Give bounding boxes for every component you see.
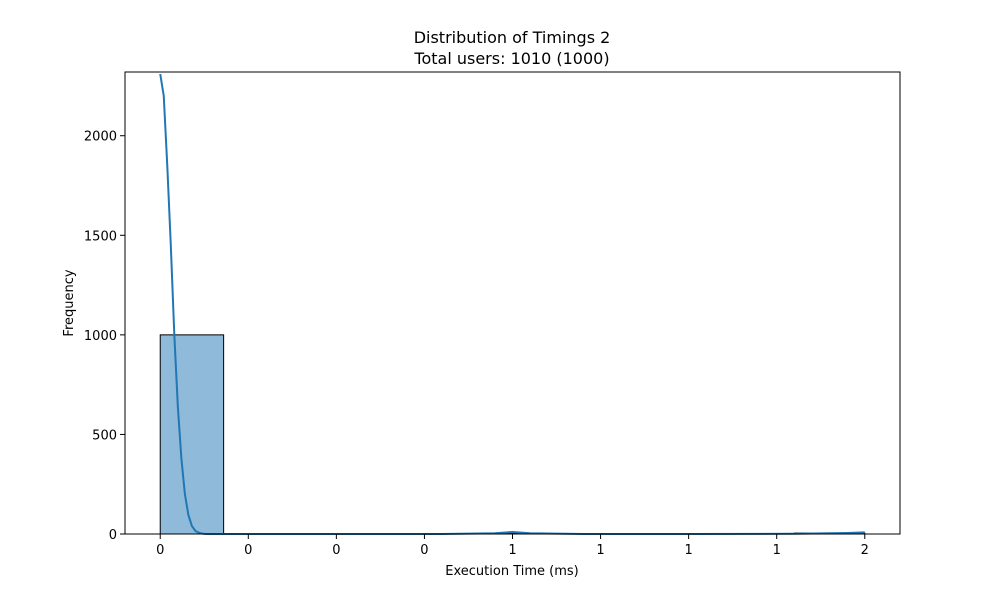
y-tick-label-4: 2000 [84, 130, 117, 145]
x-tick-label-4: 1 [508, 543, 516, 558]
x-tick-label-8: 2 [861, 543, 869, 558]
x-tick-label-2: 0 [332, 543, 340, 558]
y-axis-ticks: 0 500 1000 1500 2000 [84, 130, 125, 543]
plot-frame [124, 71, 901, 535]
y-tick-label-3: 1500 [84, 229, 117, 244]
y-tick-label-1: 500 [92, 428, 117, 443]
x-tick-label-5: 1 [596, 543, 604, 558]
chart-subtitle: Total users: 1010 (1000) [413, 49, 609, 68]
kde-curve [159, 73, 865, 535]
x-axis-label: Execution Time (ms) [445, 564, 578, 579]
x-tick-label-7: 1 [773, 543, 781, 558]
y-axis-label: Frequency [62, 269, 77, 336]
x-tick-label-6: 1 [684, 543, 692, 558]
x-tick-label-3: 0 [420, 543, 428, 558]
histogram-bars [159, 334, 866, 535]
y-tick-label-0: 0 [109, 528, 117, 543]
x-tick-label-1: 0 [244, 543, 252, 558]
y-tick-label-2: 1000 [84, 329, 117, 344]
histogram-bar-0 [159, 334, 225, 535]
x-axis-ticks: 0 0 0 0 1 1 1 1 2 [156, 534, 869, 558]
chart-title: Distribution of Timings 2 [414, 28, 611, 47]
x-tick-label-0: 0 [156, 543, 164, 558]
